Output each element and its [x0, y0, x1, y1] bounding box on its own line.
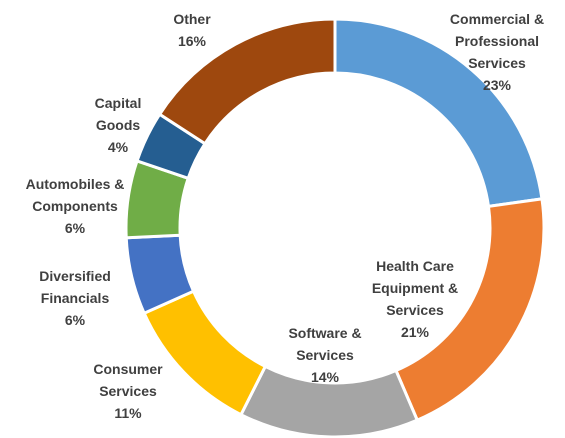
value-label: 14%: [310, 369, 340, 385]
category-label: Other: [173, 11, 211, 27]
data-label: Health Care Equipment & Services 21%: [367, 255, 463, 343]
category-label: Software & Services: [288, 325, 362, 363]
donut-segment: [157, 17, 337, 146]
data-label: Other 16%: [161, 8, 223, 52]
data-label: Commercial & Professional Services 23%: [441, 8, 553, 96]
value-label: 11%: [114, 405, 142, 421]
category-label: Consumer Services: [93, 361, 163, 399]
data-label: Consumer Services 11%: [86, 358, 170, 424]
data-label: Capital Goods 4%: [87, 92, 149, 158]
category-label: Automobiles & Components: [25, 176, 125, 214]
data-label: Automobiles & Components 6%: [14, 173, 136, 239]
value-label: 4%: [107, 139, 129, 155]
category-label: Commercial & Professional Services: [449, 11, 545, 71]
category-label: Health Care Equipment & Services: [371, 258, 459, 318]
value-label: 6%: [64, 312, 86, 328]
category-label: Diversified Financials: [39, 268, 111, 306]
value-label: 6%: [64, 220, 86, 236]
data-label: Diversified Financials 6%: [29, 265, 121, 331]
data-label: Software & Services 14%: [279, 322, 371, 388]
category-label: Capital Goods: [94, 95, 142, 133]
value-label: 23%: [482, 77, 512, 93]
value-label: 21%: [400, 324, 430, 340]
value-label: 16%: [177, 33, 207, 49]
